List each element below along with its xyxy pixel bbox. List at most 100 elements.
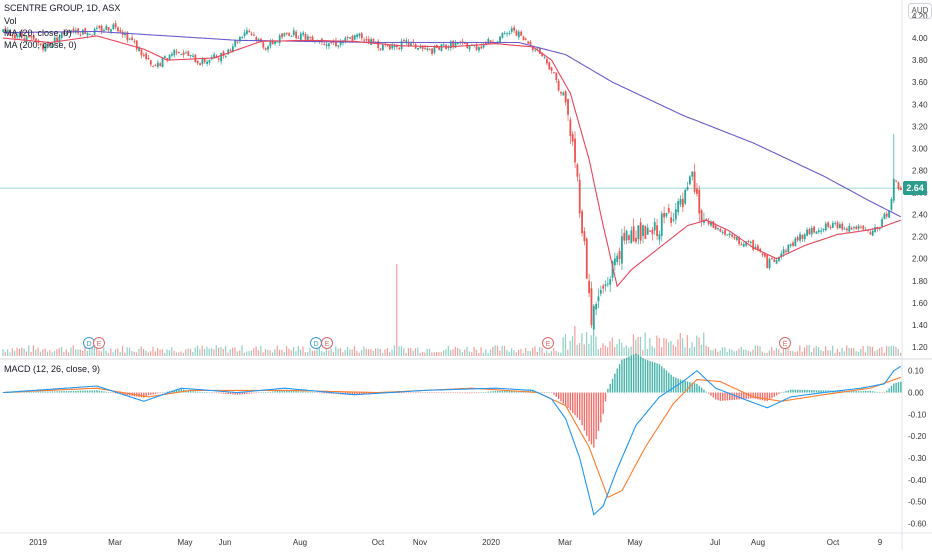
- macd-histogram-bar: [752, 392, 754, 399]
- macd-histogram-bar: [691, 382, 693, 393]
- candle-body: [733, 236, 736, 239]
- macd-histogram-bar: [234, 392, 236, 395]
- candle-body: [567, 98, 569, 115]
- macd-histogram-bar: [433, 392, 436, 394]
- volume-bar: [39, 351, 42, 356]
- volume-bar: [677, 339, 679, 356]
- volume-bar: [874, 351, 876, 356]
- macd-histogram-bar: [248, 392, 250, 394]
- candle-body: [217, 58, 220, 60]
- volume-bar: [89, 346, 91, 356]
- volume-bar: [750, 351, 752, 356]
- candle-body: [871, 230, 874, 236]
- macd-histogram-bar: [318, 392, 321, 394]
- candle-body: [192, 55, 194, 57]
- candle-body: [283, 33, 286, 36]
- volume-bar: [82, 350, 84, 356]
- price-tick-label: 2.80: [912, 166, 928, 175]
- candle-body: [208, 59, 211, 63]
- volume-bar: [276, 345, 278, 356]
- candle-body: [168, 54, 171, 60]
- macd-histogram-bar: [79, 390, 82, 393]
- volume-bar: [785, 348, 787, 356]
- candle-body: [156, 62, 159, 67]
- volume-bar: [314, 350, 316, 356]
- candle-body: [667, 208, 670, 213]
- volume-bar: [433, 352, 435, 356]
- macd-histogram-bar: [794, 389, 797, 393]
- volume-bar: [766, 352, 768, 356]
- volume-bar: [307, 351, 309, 356]
- macd-histogram-bar: [403, 392, 405, 394]
- macd-histogram-bar: [180, 388, 182, 393]
- volume-bar: [117, 348, 119, 356]
- volume-bar: [719, 350, 721, 356]
- volume-bar: [248, 351, 250, 356]
- volume-bar: [529, 351, 531, 356]
- candle-body: [759, 248, 762, 252]
- macd-histogram-bar: [365, 392, 368, 395]
- volume-bar: [457, 348, 459, 356]
- volume-bar: [843, 351, 845, 356]
- ma200-line: [3, 30, 902, 218]
- macd-histogram-bar: [63, 391, 65, 393]
- volume-bar: [543, 352, 545, 356]
- volume-bar: [468, 351, 470, 356]
- macd-histogram-bar: [199, 391, 201, 393]
- time-tick-label: Jul: [710, 538, 720, 547]
- candle-body: [794, 238, 797, 247]
- event-marker-label: D: [86, 341, 91, 348]
- macd-histogram-bar: [672, 376, 675, 393]
- macd-histogram-bar: [541, 392, 543, 394]
- volume-bar: [351, 349, 353, 356]
- volume-bar: [857, 352, 860, 356]
- volume-bar: [407, 348, 410, 356]
- candle-body: [224, 55, 227, 57]
- macd-tick-label: 0.00: [908, 389, 924, 398]
- volume-bar: [79, 349, 81, 356]
- candle-body: [96, 27, 98, 29]
- volume-bar: [496, 345, 499, 356]
- candle-body: [107, 27, 110, 31]
- candle-body: [325, 44, 328, 46]
- macd-histogram-bar: [754, 392, 757, 399]
- macd-histogram-bar: [733, 392, 736, 400]
- volume-bar: [112, 352, 114, 356]
- volume-bar: [192, 352, 194, 356]
- candle-body: [309, 36, 312, 38]
- macd-histogram-bar: [164, 392, 166, 393]
- candle-body: [360, 33, 363, 39]
- candle-body: [606, 283, 609, 285]
- macd-histogram-bar: [797, 389, 799, 393]
- volume-bar: [269, 350, 271, 356]
- candle-body: [771, 258, 773, 260]
- volume-bar: [438, 352, 440, 356]
- macd-histogram-bar: [86, 390, 89, 393]
- volume-bar: [253, 348, 255, 356]
- volume-bar: [604, 345, 606, 356]
- macd-histogram-bar: [864, 391, 867, 393]
- candle-body: [330, 42, 333, 44]
- macd-histogram-bar: [764, 392, 766, 401]
- volume-bar: [337, 348, 339, 356]
- macd-histogram-bar: [649, 360, 651, 393]
- macd-histogram-bar: [696, 383, 698, 393]
- macd-histogram-bar: [154, 392, 157, 394]
- candle-body: [778, 257, 780, 261]
- candle-body: [628, 235, 630, 240]
- macd-histogram-bar: [220, 392, 222, 394]
- volume-bar: [154, 351, 156, 356]
- candle-body: [306, 36, 309, 40]
- macd-histogram-bar: [686, 381, 689, 393]
- candle-body: [745, 241, 748, 246]
- volume-bar: [614, 347, 616, 356]
- macd-histogram-bar: [663, 368, 665, 393]
- candle-body: [2, 29, 5, 32]
- volume-bar: [881, 346, 883, 356]
- volume-bar: [632, 334, 635, 356]
- macd-histogram-bar: [811, 390, 813, 393]
- candle-body: [227, 49, 230, 55]
- volume-bar: [689, 347, 691, 356]
